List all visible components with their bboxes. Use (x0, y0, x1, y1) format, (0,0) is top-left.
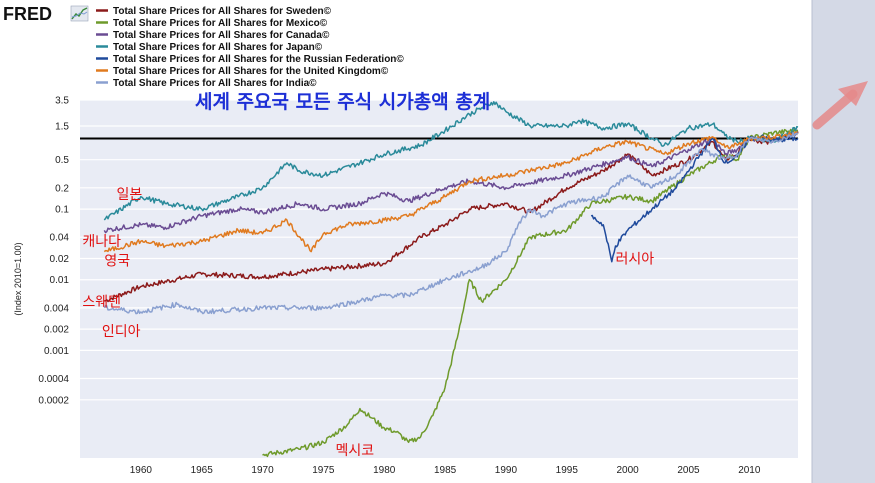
logo-graph-icon (70, 5, 89, 22)
annotation-label: 인디아 (102, 324, 141, 340)
x-tick-label: 1975 (312, 465, 335, 476)
y-tick-label: 0.1 (55, 205, 69, 216)
legend-entry: Total Share Prices for All Shares for In… (113, 78, 317, 89)
x-tick-label: 2010 (738, 465, 761, 476)
series-line-3 (103, 101, 799, 221)
x-tick-label: 1960 (130, 465, 153, 476)
right-panel (812, 0, 875, 483)
trend-arrow-icon (812, 81, 868, 130)
x-tick-label: 1980 (373, 465, 396, 476)
fred-logo-text: FRED (3, 4, 52, 24)
chart-title: 세계 주요국 모든 주식 시가총액 총계 (195, 91, 490, 113)
y-tick-label: 0.004 (44, 303, 69, 314)
y-tick-label: 1.5 (55, 121, 69, 132)
x-tick-label: 1995 (556, 465, 579, 476)
series-lines (103, 101, 799, 458)
x-tick-label: 1965 (191, 465, 214, 476)
legend-entry: Total Share Prices for All Shares for Ca… (113, 30, 330, 41)
y-tick-label: 3.5 (55, 96, 69, 107)
plot-background (80, 100, 798, 458)
y-tick-label: 0.2 (55, 183, 69, 194)
y-tick-label: 0.02 (50, 254, 70, 265)
annotation-label: 스웨덴 (82, 294, 121, 310)
legend-entry: Total Share Prices for All Shares for Ja… (113, 42, 323, 53)
annotation-label: 일본 (117, 187, 143, 203)
y-axis-label: (Index 2010=1.00) (13, 242, 23, 315)
x-axis-ticks: 1960 1965 1970 1975 1980 1985 1990 1995 2000 2005… (130, 465, 761, 476)
series-line-6 (103, 131, 799, 315)
legend-entry: Total Share Prices for All Shares for Me… (113, 18, 328, 29)
x-tick-label: 1985 (434, 465, 457, 476)
legend: Total Share Prices for All Shares for Sw… (96, 6, 404, 89)
y-tick-label: 0.0004 (38, 374, 69, 385)
series-line-2 (103, 131, 799, 234)
series-line-1 (262, 128, 799, 458)
y-tick-label: 0.0002 (38, 395, 69, 406)
fred-logo: FRED (3, 4, 89, 24)
y-tick-label: 0.5 (55, 155, 69, 166)
x-tick-label: 2000 (617, 465, 640, 476)
x-tick-label: 1990 (495, 465, 518, 476)
y-tick-label: 0.001 (44, 346, 69, 357)
x-tick-label: 1970 (251, 465, 274, 476)
series-line-5 (103, 131, 799, 253)
annotation-label: 영국 (104, 253, 130, 269)
annotation-label: 멕시코 (336, 443, 375, 459)
y-axis-ticks: 3.5 1.5 0.5 0.2 0.1 0.04 0.02 0.01 0.004 0.002 0.0… (38, 96, 69, 407)
legend-entry: Total Share Prices for All Shares for Sw… (113, 6, 332, 17)
y-tick-label: 0.002 (44, 325, 69, 336)
legend-entry: Total Share Prices for All Shares for th… (113, 66, 389, 77)
annotation-label: 캐나다 (82, 234, 121, 250)
annotation-label: 러시아 (615, 251, 654, 267)
y-tick-label: 0.04 (50, 233, 70, 244)
y-tick-label: 0.01 (50, 275, 70, 286)
x-tick-label: 2005 (677, 465, 700, 476)
series-line-0 (104, 131, 799, 303)
legend-entry: Total Share Prices for All Shares for th… (113, 54, 404, 65)
